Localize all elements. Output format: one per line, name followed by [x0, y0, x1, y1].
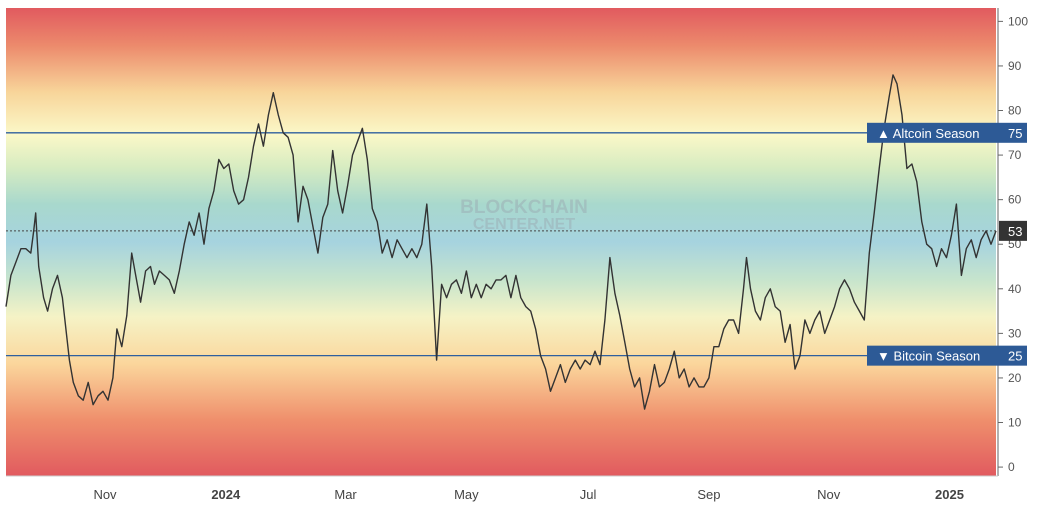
x-axis: Nov 2024 Mar May Jul Sep Nov 2025	[93, 487, 963, 502]
series-line	[5, 74, 997, 410]
y-tick-label: 0	[1008, 460, 1015, 474]
reference-lines	[6, 132, 998, 357]
plot-background	[6, 8, 996, 476]
reference-label-text: ▼ Bitcoin Season	[877, 349, 980, 364]
x-tick-label: 2024	[211, 487, 241, 502]
x-tick-label: May	[454, 487, 479, 502]
y-tick-label: 80	[1008, 104, 1022, 118]
x-tick-label: Nov	[817, 487, 841, 502]
reference-label-text: ▲ Altcoin Season	[877, 126, 979, 141]
watermark: BLOCKCHAIN CENTER.NET	[460, 197, 588, 233]
watermark-line-1: BLOCKCHAIN	[460, 197, 588, 218]
y-tick-label: 40	[1008, 282, 1022, 296]
reference-label-box	[867, 122, 999, 143]
y-tick-label: 60	[1008, 193, 1022, 207]
y-tick-label: 100	[1008, 14, 1028, 28]
current-value-box	[999, 220, 1027, 241]
current-value-label: 53	[999, 220, 1027, 241]
reference-labels: ▲ Altcoin Season 75 ▼ Bitcoin Season 25	[867, 122, 1027, 366]
x-tick-label: Nov	[93, 487, 117, 502]
y-tick-label: 70	[1008, 148, 1022, 162]
reference-value-text: 75	[1008, 126, 1022, 141]
x-tick-label: 2025	[935, 487, 964, 502]
current-value-text: 53	[1008, 224, 1022, 239]
y-tick-label: 90	[1008, 59, 1022, 73]
reference-value-box	[999, 122, 1027, 143]
x-tick-label: Jul	[580, 487, 597, 502]
series-layer	[5, 74, 997, 410]
reference-label-box	[867, 345, 999, 366]
reference-value-text: 25	[1008, 349, 1022, 364]
y-tick-label: 30	[1008, 326, 1022, 340]
y-tick-label: 20	[1008, 371, 1022, 385]
x-tick-label: Mar	[334, 487, 357, 502]
watermark-line-2: CENTER.NET	[473, 216, 575, 233]
x-tick-label: Sep	[697, 487, 720, 502]
y-tick-label: 10	[1008, 416, 1022, 430]
reference-value-box	[999, 345, 1027, 366]
